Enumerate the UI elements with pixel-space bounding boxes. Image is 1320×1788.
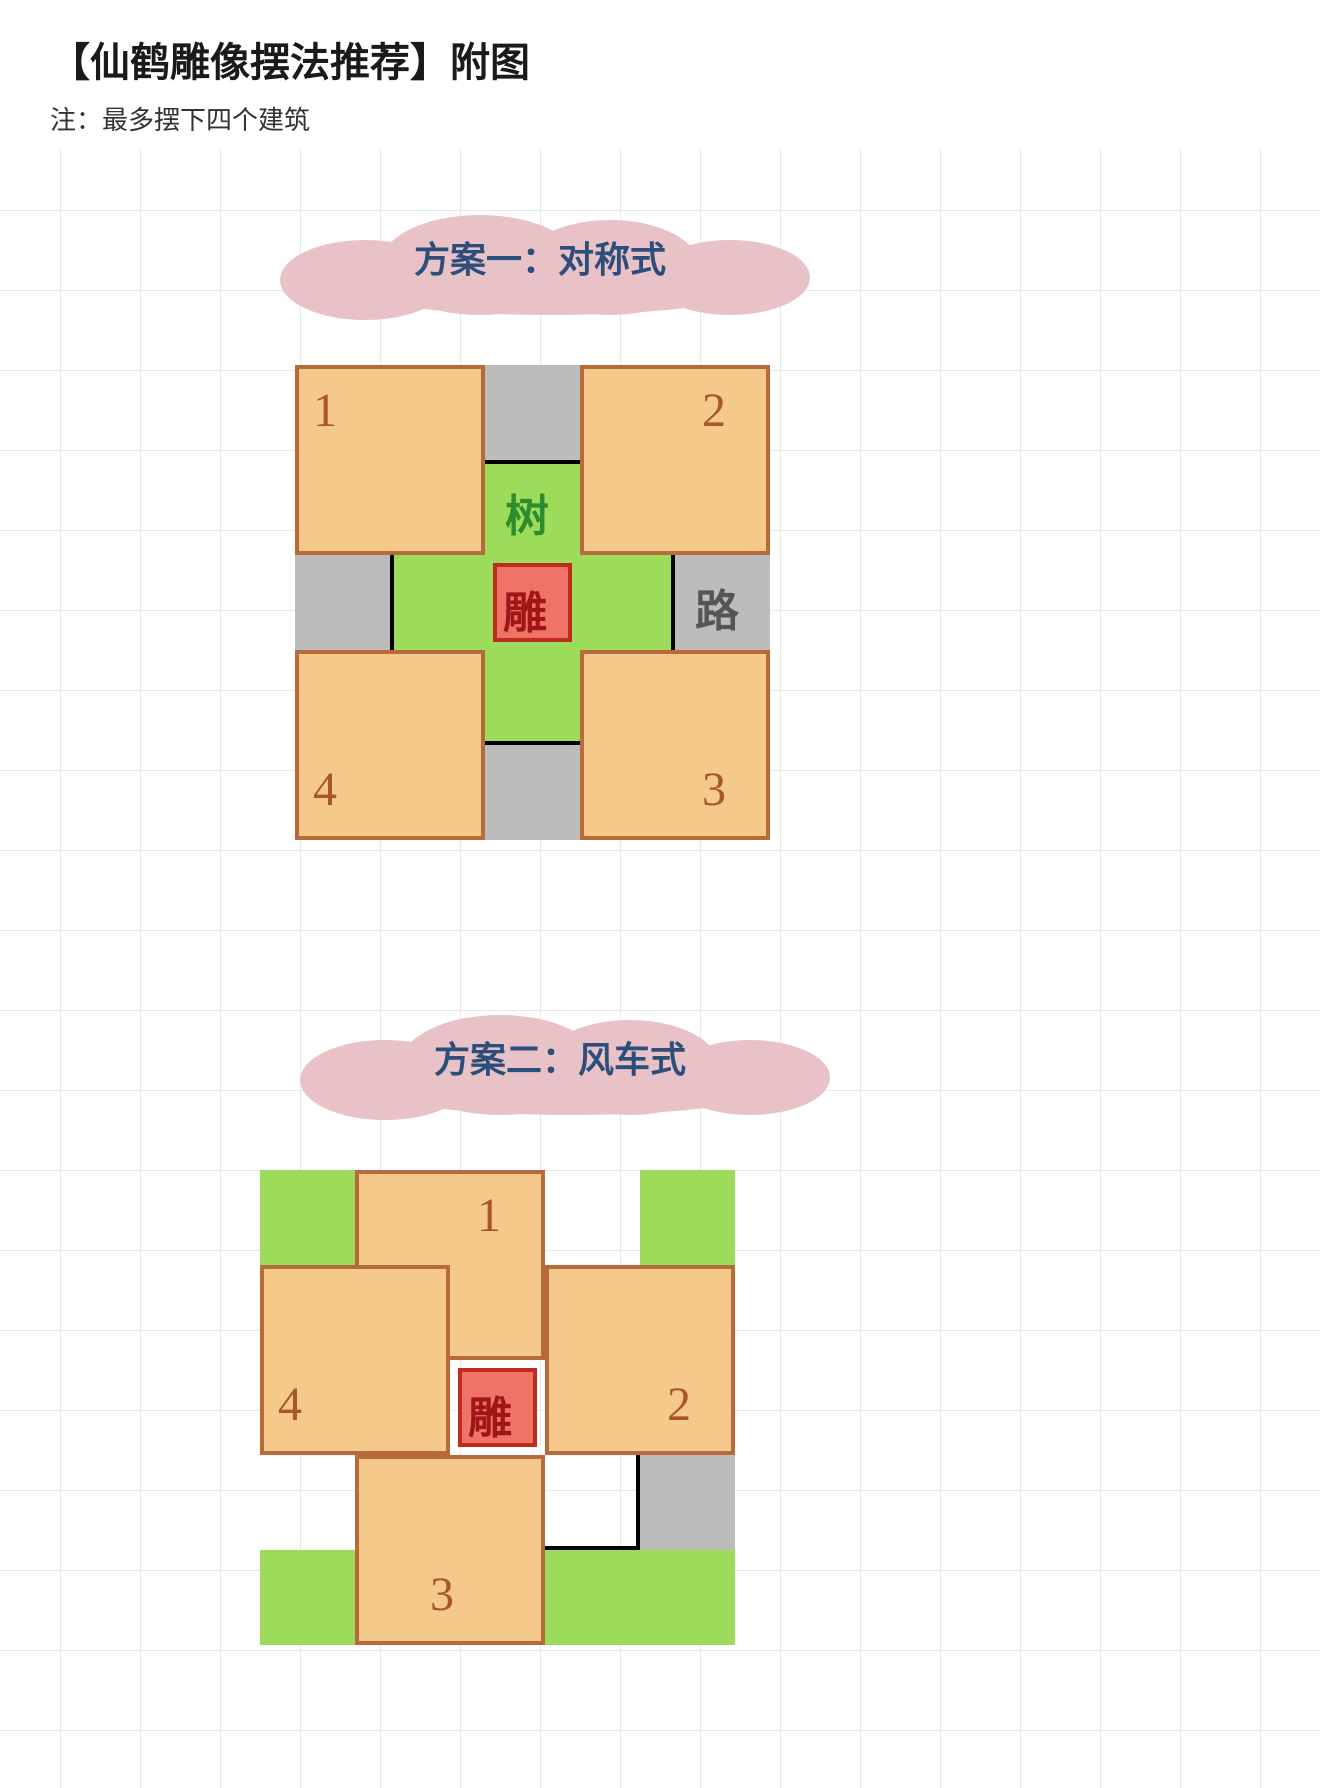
- building-number: 2: [667, 1377, 691, 1432]
- cell-label: 树: [505, 480, 549, 544]
- building-number: 1: [477, 1188, 501, 1243]
- road-cell: [485, 745, 580, 840]
- building-block: [580, 365, 770, 555]
- road-cell: [485, 365, 580, 460]
- tree-cell: [260, 1550, 355, 1645]
- road-cell: [295, 555, 390, 650]
- scheme-title-cloud: 方案二：风车式: [300, 1000, 820, 1120]
- scheme-label: 方案一：对称式: [280, 200, 800, 320]
- tree-cell: [545, 1550, 640, 1645]
- tree-cell: [260, 1170, 355, 1265]
- building-number: 2: [702, 383, 726, 438]
- building-block: [545, 1265, 735, 1455]
- scheme-title-cloud: 方案一：对称式: [280, 200, 800, 320]
- tree-cell: [640, 1170, 735, 1265]
- statue-label: 雕: [468, 1382, 512, 1446]
- page-note: 注：最多摆下四个建筑: [50, 100, 310, 137]
- building-number: 4: [313, 762, 337, 817]
- building-number: 1: [313, 383, 337, 438]
- tree-cell: [640, 1550, 735, 1645]
- building-block: [580, 650, 770, 840]
- page-title: 【仙鹤雕像摆法推荐】附图: [50, 30, 530, 88]
- statue-label: 雕: [503, 577, 547, 641]
- cell-label: 路: [695, 575, 739, 639]
- road-cell: [640, 1455, 735, 1550]
- scheme-label: 方案二：风车式: [300, 1000, 820, 1120]
- building-number: 4: [278, 1377, 302, 1432]
- building-number: 3: [430, 1567, 454, 1622]
- building-number: 3: [702, 762, 726, 817]
